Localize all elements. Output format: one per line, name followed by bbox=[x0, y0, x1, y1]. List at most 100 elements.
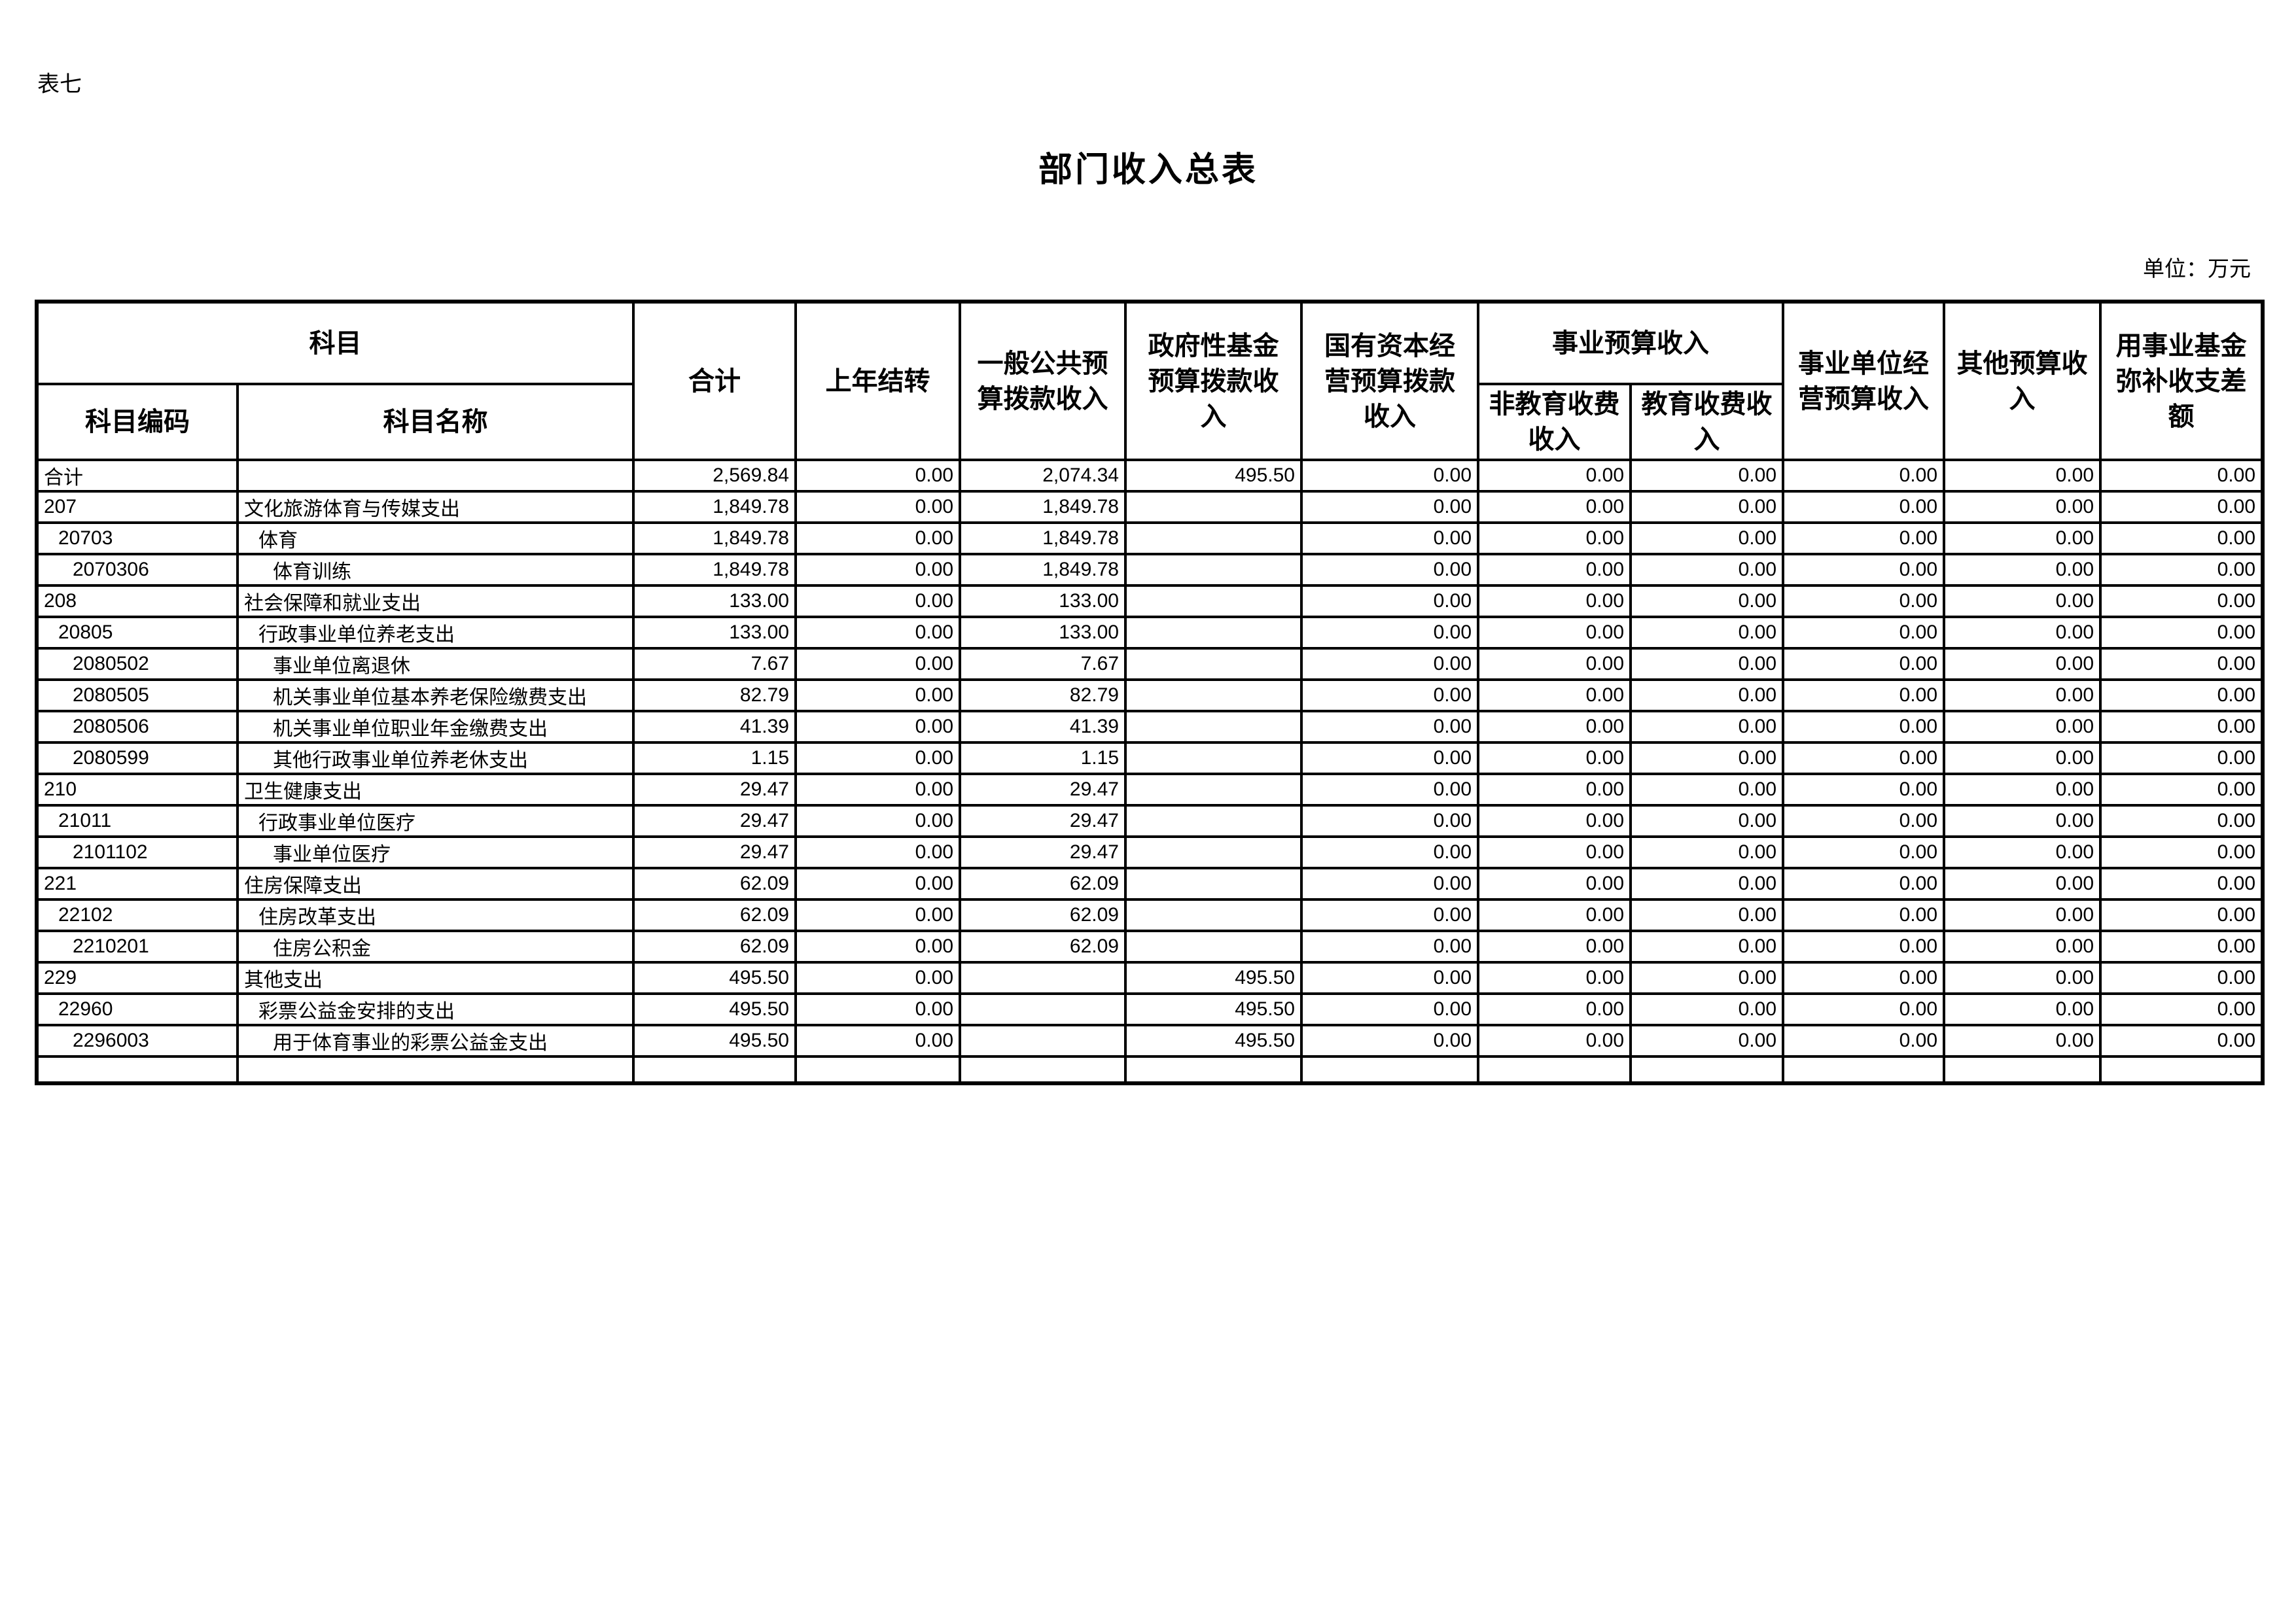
table-row: 20703 体育 1,849.78 0.00 1,849.78 0.00 0.00 0.00 0… bbox=[35, 521, 2264, 555]
value-cell: 495.50 bbox=[1124, 1024, 1303, 1058]
header-state-capital-budget: 国有资本经 营预算拨款 收入 bbox=[1300, 300, 1479, 461]
value-cell: 29.47 bbox=[959, 835, 1127, 869]
value-cell: 0.00 bbox=[1300, 867, 1479, 901]
value-cell: 2,074.34 bbox=[959, 459, 1127, 493]
value-cell: 0.00 bbox=[1300, 521, 1479, 555]
subject-name-cell: 事业单位医疗 bbox=[236, 835, 635, 869]
value-cell: 82.79 bbox=[959, 678, 1127, 712]
value-cell: 0.00 bbox=[1300, 459, 1479, 493]
income-summary-table: 科目 合计 上年结转 一般公共预 算拨款收入 政府性基金 预算拨款收 入 国有资… bbox=[35, 300, 2265, 1085]
value-cell: 0.00 bbox=[1300, 553, 1479, 587]
value-cell: 0.00 bbox=[2099, 898, 2264, 932]
table-row: 2080599 其他行政事业单位养老休支出 1.15 0.00 1.15 0.00 0.00… bbox=[35, 741, 2264, 775]
value-cell: 0.00 bbox=[1782, 867, 1945, 901]
subject-code-cell: 210 bbox=[35, 773, 239, 807]
table-row: 22102 住房改革支出 62.09 0.00 62.09 0.00 0.00 0.00 0.0… bbox=[35, 898, 2264, 932]
value-cell: 0.00 bbox=[1300, 647, 1479, 681]
value-cell: 0.00 bbox=[1629, 490, 1784, 524]
value-cell: 1,849.78 bbox=[632, 521, 797, 555]
value-cell: 0.00 bbox=[1477, 490, 1632, 524]
value-cell: 2,569.84 bbox=[632, 459, 797, 493]
subject-name-cell: 体育 bbox=[236, 521, 635, 555]
value-cell: 0.00 bbox=[1477, 616, 1632, 650]
value-cell: 1.15 bbox=[959, 741, 1127, 775]
subject-name-cell: 机关事业单位基本养老保险缴费支出 bbox=[236, 678, 635, 712]
header-row-sub: 科目编码 科目名称 非教育收费 收入 教育收费收 入 bbox=[35, 383, 2263, 461]
subject-name-cell: 住房保障支出 bbox=[236, 867, 635, 901]
value-cell: 62.09 bbox=[959, 867, 1127, 901]
subject-code-cell: 20703 bbox=[35, 521, 239, 555]
subject-name-cell: 社会保障和就业支出 bbox=[236, 584, 635, 618]
value-cell: 0.00 bbox=[1782, 804, 1945, 838]
value-cell: 1,849.78 bbox=[632, 490, 797, 524]
value-cell: 0.00 bbox=[1477, 930, 1632, 964]
value-cell bbox=[1124, 678, 1303, 712]
table-row: 22960 彩票公益金安排的支出 495.50 0.00 495.50 0.00 0.00 0… bbox=[35, 992, 2264, 1026]
value-cell bbox=[1124, 490, 1303, 524]
value-cell bbox=[1124, 773, 1303, 807]
value-cell: 0.00 bbox=[1629, 930, 1784, 964]
value-cell: 0.00 bbox=[2099, 961, 2264, 995]
value-cell bbox=[1124, 710, 1303, 744]
value-cell: 0.00 bbox=[1300, 584, 1479, 618]
table-row: 221 住房保障支出 62.09 0.00 62.09 0.00 0.00 0.00 0.00 0… bbox=[35, 867, 2264, 901]
subject-code-cell: 221 bbox=[35, 867, 239, 901]
value-cell bbox=[1124, 867, 1303, 901]
value-cell: 0.00 bbox=[2099, 773, 2264, 807]
value-cell: 0.00 bbox=[1782, 584, 1945, 618]
subject-name-cell: 事业单位离退休 bbox=[236, 647, 635, 681]
value-cell: 0.00 bbox=[1477, 804, 1632, 838]
header-other-budget-income: 其他预算收 入 bbox=[1943, 300, 2102, 461]
value-cell: 0.00 bbox=[1782, 490, 1945, 524]
value-cell: 0.00 bbox=[2099, 867, 2264, 901]
table-row: 207 文化旅游体育与传媒支出 1,849.78 0.00 1,849.78 0.00 0.… bbox=[35, 490, 2264, 524]
value-cell: 0.00 bbox=[1477, 647, 1632, 681]
subject-code-cell: 229 bbox=[35, 961, 239, 995]
table-row: 2080506 机关事业单位职业年金缴费支出 41.39 0.00 41.39 0.00 0… bbox=[35, 710, 2264, 744]
value-cell: 62.09 bbox=[959, 898, 1127, 932]
table-row: 21011 行政事业单位医疗 29.47 0.00 29.47 0.00 0.00 0.00 0… bbox=[35, 804, 2264, 838]
subject-code-cell: 2080502 bbox=[35, 647, 239, 681]
table-row: 2080505 机关事业单位基本养老保险缴费支出 82.79 0.00 82.79 0.0… bbox=[35, 678, 2264, 712]
value-cell: 0.00 bbox=[1477, 678, 1632, 712]
value-cell: 0.00 bbox=[1943, 710, 2102, 744]
value-cell: 0.00 bbox=[2099, 930, 2264, 964]
value-cell: 0.00 bbox=[1782, 459, 1945, 493]
header-gov-fund-budget: 政府性基金 预算拨款收 入 bbox=[1124, 300, 1303, 461]
value-cell: 0.00 bbox=[1300, 773, 1479, 807]
value-cell: 0.00 bbox=[1629, 741, 1784, 775]
value-cell: 0.00 bbox=[1782, 961, 1945, 995]
value-cell: 0.00 bbox=[1629, 867, 1784, 901]
value-cell: 0.00 bbox=[1300, 930, 1479, 964]
value-cell: 29.47 bbox=[632, 773, 797, 807]
value-cell bbox=[632, 1055, 797, 1085]
value-cell: 0.00 bbox=[2099, 741, 2264, 775]
value-cell: 0.00 bbox=[2099, 835, 2264, 869]
subject-code-cell: 2070306 bbox=[35, 553, 239, 587]
value-cell: 0.00 bbox=[2099, 553, 2264, 587]
value-cell bbox=[1124, 835, 1303, 869]
value-cell bbox=[1124, 584, 1303, 618]
value-cell bbox=[1124, 553, 1303, 587]
value-cell: 1,849.78 bbox=[959, 521, 1127, 555]
value-cell: 495.50 bbox=[632, 961, 797, 995]
value-cell: 0.00 bbox=[1943, 741, 2102, 775]
value-cell bbox=[1124, 804, 1303, 838]
value-cell: 0.00 bbox=[1943, 678, 2102, 712]
value-cell: 7.67 bbox=[959, 647, 1127, 681]
value-cell: 0.00 bbox=[794, 741, 961, 775]
value-cell: 0.00 bbox=[1477, 992, 1632, 1026]
subject-name-cell: 体育训练 bbox=[236, 553, 635, 587]
value-cell bbox=[1124, 647, 1303, 681]
subject-name-cell: 行政事业单位医疗 bbox=[236, 804, 635, 838]
value-cell: 0.00 bbox=[1782, 710, 1945, 744]
value-cell: 0.00 bbox=[794, 898, 961, 932]
subject-code-cell: 22102 bbox=[35, 898, 239, 932]
subject-code-cell: 21011 bbox=[35, 804, 239, 838]
value-cell: 0.00 bbox=[794, 490, 961, 524]
value-cell: 0.00 bbox=[1782, 1024, 1945, 1058]
value-cell: 0.00 bbox=[1782, 616, 1945, 650]
value-cell: 0.00 bbox=[794, 678, 961, 712]
value-cell: 0.00 bbox=[1477, 961, 1632, 995]
value-cell: 0.00 bbox=[794, 584, 961, 618]
